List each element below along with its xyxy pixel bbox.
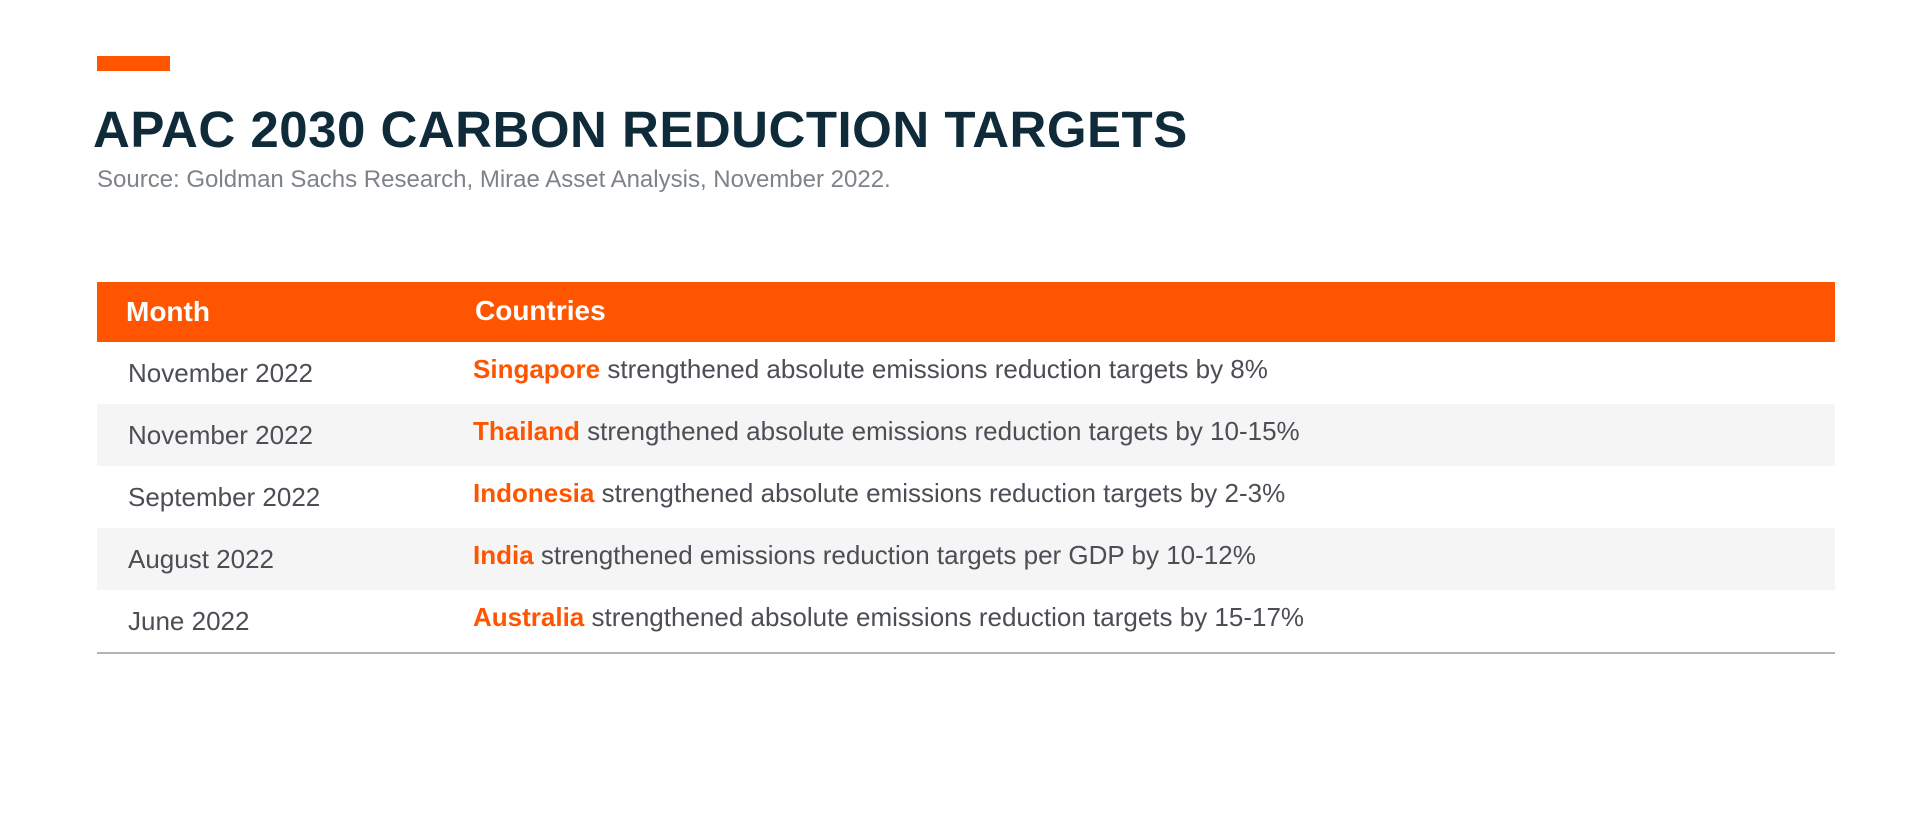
- row-country: Singapore: [473, 354, 601, 384]
- accent-bar: [97, 56, 170, 71]
- row-country: Indonesia: [473, 478, 595, 508]
- row-description: India strengthened emissions reduction t…: [473, 540, 1256, 571]
- row-month: November 2022: [128, 420, 313, 450]
- source-note: Source: Goldman Sachs Research, Mirae As…: [97, 166, 891, 193]
- row-month: June 2022: [128, 606, 250, 636]
- row-text: strengthened absolute emissions reductio…: [591, 602, 1305, 632]
- row-description: Thailand strengthened absolute emissions…: [473, 416, 1300, 447]
- row-month: September 2022: [128, 482, 321, 512]
- row-month: November 2022: [128, 358, 313, 388]
- row-description: Singapore strengthened absolute emission…: [473, 354, 1268, 385]
- table-row: September 2022 Indonesia strengthened ab…: [97, 466, 1835, 528]
- table-row: November 2022 Thailand strengthened abso…: [97, 404, 1835, 466]
- table-header: Month Countries: [97, 282, 1835, 342]
- table-row: August 2022 India strengthened emissions…: [97, 528, 1835, 590]
- row-text: strengthened emissions reduction targets…: [540, 540, 1256, 570]
- row-description: Indonesia strengthened absolute emission…: [473, 478, 1285, 509]
- table-row: June 2022 Australia strengthened absolut…: [97, 590, 1835, 652]
- row-country: Australia: [473, 602, 585, 632]
- row-description: Australia strengthened absolute emission…: [473, 602, 1304, 633]
- row-text: strengthened absolute emissions reductio…: [587, 416, 1300, 446]
- row-text: strengthened absolute emissions reductio…: [607, 354, 1268, 384]
- row-text: strengthened absolute emissions reductio…: [601, 478, 1286, 508]
- page-title: APAC 2030 CARBON REDUCTION TARGETS: [93, 101, 1188, 158]
- row-month: August 2022: [128, 544, 275, 574]
- column-header-countries: Countries: [475, 295, 606, 326]
- row-country: Thailand: [473, 416, 580, 446]
- column-header-month: Month: [126, 296, 210, 327]
- targets-table: Month Countries November 2022 Singapore …: [97, 282, 1835, 654]
- table-row: November 2022 Singapore strengthened abs…: [97, 342, 1835, 404]
- row-country: India: [473, 540, 534, 570]
